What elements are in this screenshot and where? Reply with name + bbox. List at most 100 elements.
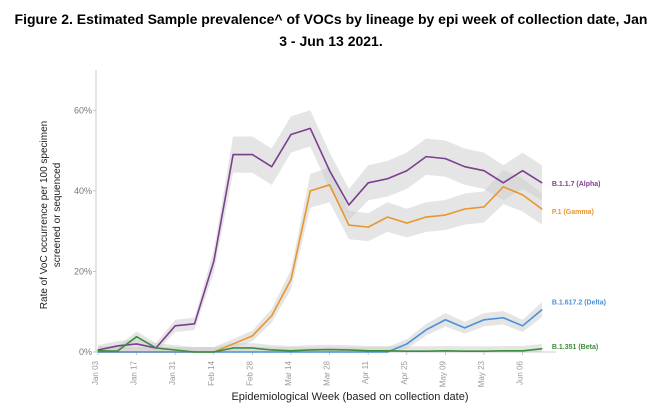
confidence-bands [98,110,542,353]
data-point [367,350,369,352]
confidence-band [98,331,542,352]
data-point [483,206,485,208]
data-point [502,317,504,319]
data-point [444,158,446,160]
y-ticks: 0% 20% 40% 60% [74,105,96,357]
series-line [97,335,542,353]
data-point [136,351,138,353]
data-point [483,170,485,172]
data-point [174,349,176,351]
data-point [541,309,543,311]
y-tick-label: 20% [74,266,92,276]
series-label: B.1.1.7 (Alpha) [552,181,601,188]
data-point [348,351,350,353]
x-tick-label: Feb 28 [245,360,254,385]
data-point [406,343,408,345]
data-point [309,127,311,130]
data-point [367,351,369,353]
data-point [329,348,331,351]
data-point [444,350,446,352]
x-tick-label: Mar 28 [323,360,332,385]
data-point [309,349,311,351]
data-point [155,351,157,353]
data-point [348,349,350,351]
data-point [193,351,196,353]
series-line [97,127,543,351]
data-point [386,178,389,180]
data-point [97,350,99,352]
series-labels: B.1.1.7 (Alpha) P.1 (Gamma) B.1.617.2 (Del… [552,181,606,351]
data-point [541,208,543,210]
data-point [464,327,466,329]
data-point [213,260,215,262]
data-point [502,350,504,352]
x-tick-label: May 09 [438,360,447,387]
x-axis-title: Epidemiological Week (based on collectio… [231,391,468,403]
x-tick-label: Feb 14 [207,360,216,385]
data-point [406,222,408,224]
x-tick-label: Jun 06 [516,360,525,385]
data-point [522,170,524,172]
confidence-band [98,302,542,352]
data-point [502,182,504,184]
x-tick-label: Jan 17 [130,360,139,385]
data-point [309,190,311,192]
y-tick-label: 60% [74,105,92,115]
data-point [522,350,524,352]
x-tick-label: Apr 11 [361,360,370,384]
data-point [541,348,543,350]
chart-title: Figure 2. Estimated Sample prevalence^ o… [14,11,648,49]
confidence-band [98,167,542,352]
data-point [271,349,273,351]
series-label: B.1.351 (Beta) [552,344,598,351]
data-point [348,224,350,226]
data-point [309,351,311,353]
data-point [425,216,427,218]
data-point [290,350,292,352]
data-point [232,343,234,345]
data-point [367,226,369,228]
data-point [406,170,408,172]
data-point [193,323,196,325]
data-point [502,186,504,188]
data-point [213,351,215,353]
data-point [136,343,138,345]
x-tick-label: May 23 [477,360,486,387]
data-point [386,351,389,353]
data-point [174,325,176,327]
series-line [98,309,543,353]
data-point [136,336,138,338]
data-point [155,347,157,349]
data-point [367,182,369,184]
data-point [97,351,99,353]
data-point [522,325,524,327]
data-point [329,170,331,172]
data-point [232,351,234,353]
data-point [444,319,446,321]
y-axis-title-text: Rate of VoC occurrence per 100 specimen … [39,120,63,310]
data-point [290,133,292,136]
data-point [425,329,427,331]
data-point [425,156,427,158]
x-ticks: Jan 03 Jan 17 Jan 31 Feb 14 Feb 28 Mar 14 Mar … [91,352,525,387]
data-point [174,351,176,353]
series-label: P.1 (Gamma) [552,209,594,216]
data-point [464,166,466,168]
x-tick-label: Jan 31 [168,360,177,385]
x-tick-label: Mar 14 [284,360,293,385]
data-point [116,345,118,347]
data-point [406,350,408,352]
data-point [483,350,485,352]
data-point [464,208,466,210]
data-point [444,214,446,216]
series-label: B.1.617.2 (Delta) [552,300,606,307]
data-point [271,351,273,353]
data-point [386,350,389,352]
data-point [329,184,331,186]
data-point [232,154,234,156]
x-tick-label: Apr 25 [400,360,409,384]
data-point [271,315,273,317]
data-point [348,204,350,206]
y-tick-label: 0% [79,347,92,357]
